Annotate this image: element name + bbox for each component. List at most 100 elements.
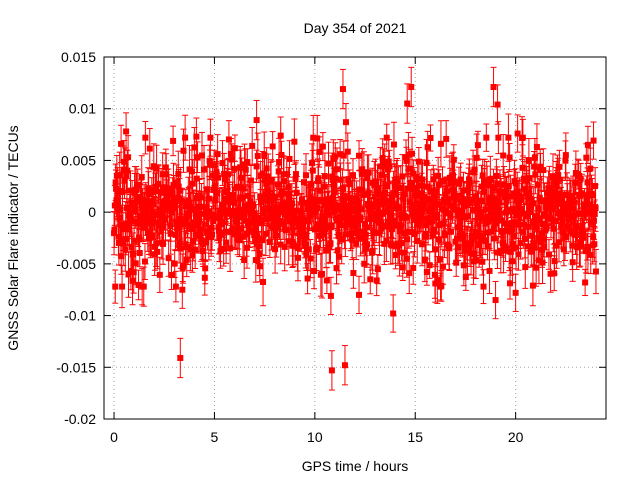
data-point (358, 206, 365, 213)
data-point (319, 143, 326, 150)
data-point (265, 174, 272, 181)
data-point (168, 272, 175, 279)
data-point (280, 178, 287, 185)
data-point (214, 215, 221, 222)
data-point (125, 154, 132, 161)
data-point (217, 247, 224, 254)
data-point (198, 152, 205, 159)
data-point (426, 262, 433, 269)
data-point (189, 180, 196, 187)
x-tick-label: 20 (508, 429, 524, 445)
data-point (336, 222, 343, 229)
data-point (515, 221, 522, 228)
data-point (179, 198, 186, 205)
data-point (515, 251, 522, 258)
data-point (430, 176, 437, 183)
data-point (430, 226, 437, 233)
data-point (373, 277, 380, 284)
data-point (152, 243, 159, 250)
data-point (386, 202, 393, 209)
data-point (394, 178, 401, 185)
data-point (187, 246, 194, 253)
data-point (374, 185, 381, 192)
y-tick-label: -0.005 (56, 256, 96, 272)
data-point (261, 151, 268, 158)
data-point (123, 236, 130, 243)
data-point (275, 210, 282, 217)
data-point (168, 203, 175, 210)
data-point (454, 212, 461, 219)
data-point (177, 187, 184, 194)
data-point (536, 216, 543, 223)
data-point (272, 246, 279, 253)
data-point (155, 180, 162, 187)
data-point (583, 196, 590, 203)
data-point (437, 140, 444, 147)
data-point (232, 207, 239, 214)
data-point (372, 210, 379, 217)
x-axis-label: GPS time / hours (302, 458, 409, 474)
data-point (347, 207, 354, 214)
data-point (379, 154, 386, 161)
data-point (292, 171, 299, 178)
data-point (357, 215, 364, 222)
data-point (207, 161, 214, 168)
data-point (531, 163, 538, 170)
data-point (230, 199, 237, 206)
data-point (493, 172, 500, 179)
data-point (507, 280, 514, 287)
data-point (424, 144, 431, 151)
data-point (460, 262, 467, 269)
data-point (439, 178, 446, 185)
data-point (538, 197, 545, 204)
data-point (346, 181, 353, 188)
data-point (490, 83, 497, 90)
data-point (329, 194, 336, 201)
data-point (433, 188, 440, 195)
data-point (219, 160, 226, 167)
data-point (130, 201, 137, 208)
data-point (447, 180, 454, 187)
data-point (390, 310, 397, 317)
data-point (499, 240, 506, 247)
data-point (434, 276, 441, 283)
data-point (162, 216, 169, 223)
data-point (317, 187, 324, 194)
data-point (445, 209, 452, 216)
data-point (319, 270, 326, 277)
data-point (356, 152, 363, 159)
data-point (337, 151, 344, 158)
data-point (494, 210, 501, 217)
data-point (423, 230, 430, 237)
data-point (159, 171, 166, 178)
data-point (316, 148, 323, 155)
data-point (213, 190, 220, 197)
data-point (122, 246, 129, 253)
data-point (323, 247, 330, 254)
data-point (127, 214, 134, 221)
data-point (240, 211, 247, 218)
data-point (575, 210, 582, 217)
data-point (443, 135, 450, 142)
data-point (453, 195, 460, 202)
data-point (513, 244, 520, 251)
data-point (209, 231, 216, 238)
data-point (303, 251, 310, 258)
data-point (479, 258, 486, 265)
data-point (274, 181, 281, 188)
data-point (253, 117, 260, 124)
data-point (582, 279, 589, 286)
data-point (277, 241, 284, 248)
data-point (277, 132, 284, 139)
data-point (193, 195, 200, 202)
data-point (402, 213, 409, 220)
data-point (132, 207, 139, 214)
data-point (270, 211, 277, 218)
data-point (463, 240, 470, 247)
data-point (480, 283, 487, 290)
x-tick-label: 5 (211, 429, 219, 445)
data-point (543, 225, 550, 232)
data-point (359, 166, 366, 173)
data-point (233, 218, 240, 225)
y-axis-label: GNSS Solar Flare indicator / TECUs (5, 125, 21, 350)
